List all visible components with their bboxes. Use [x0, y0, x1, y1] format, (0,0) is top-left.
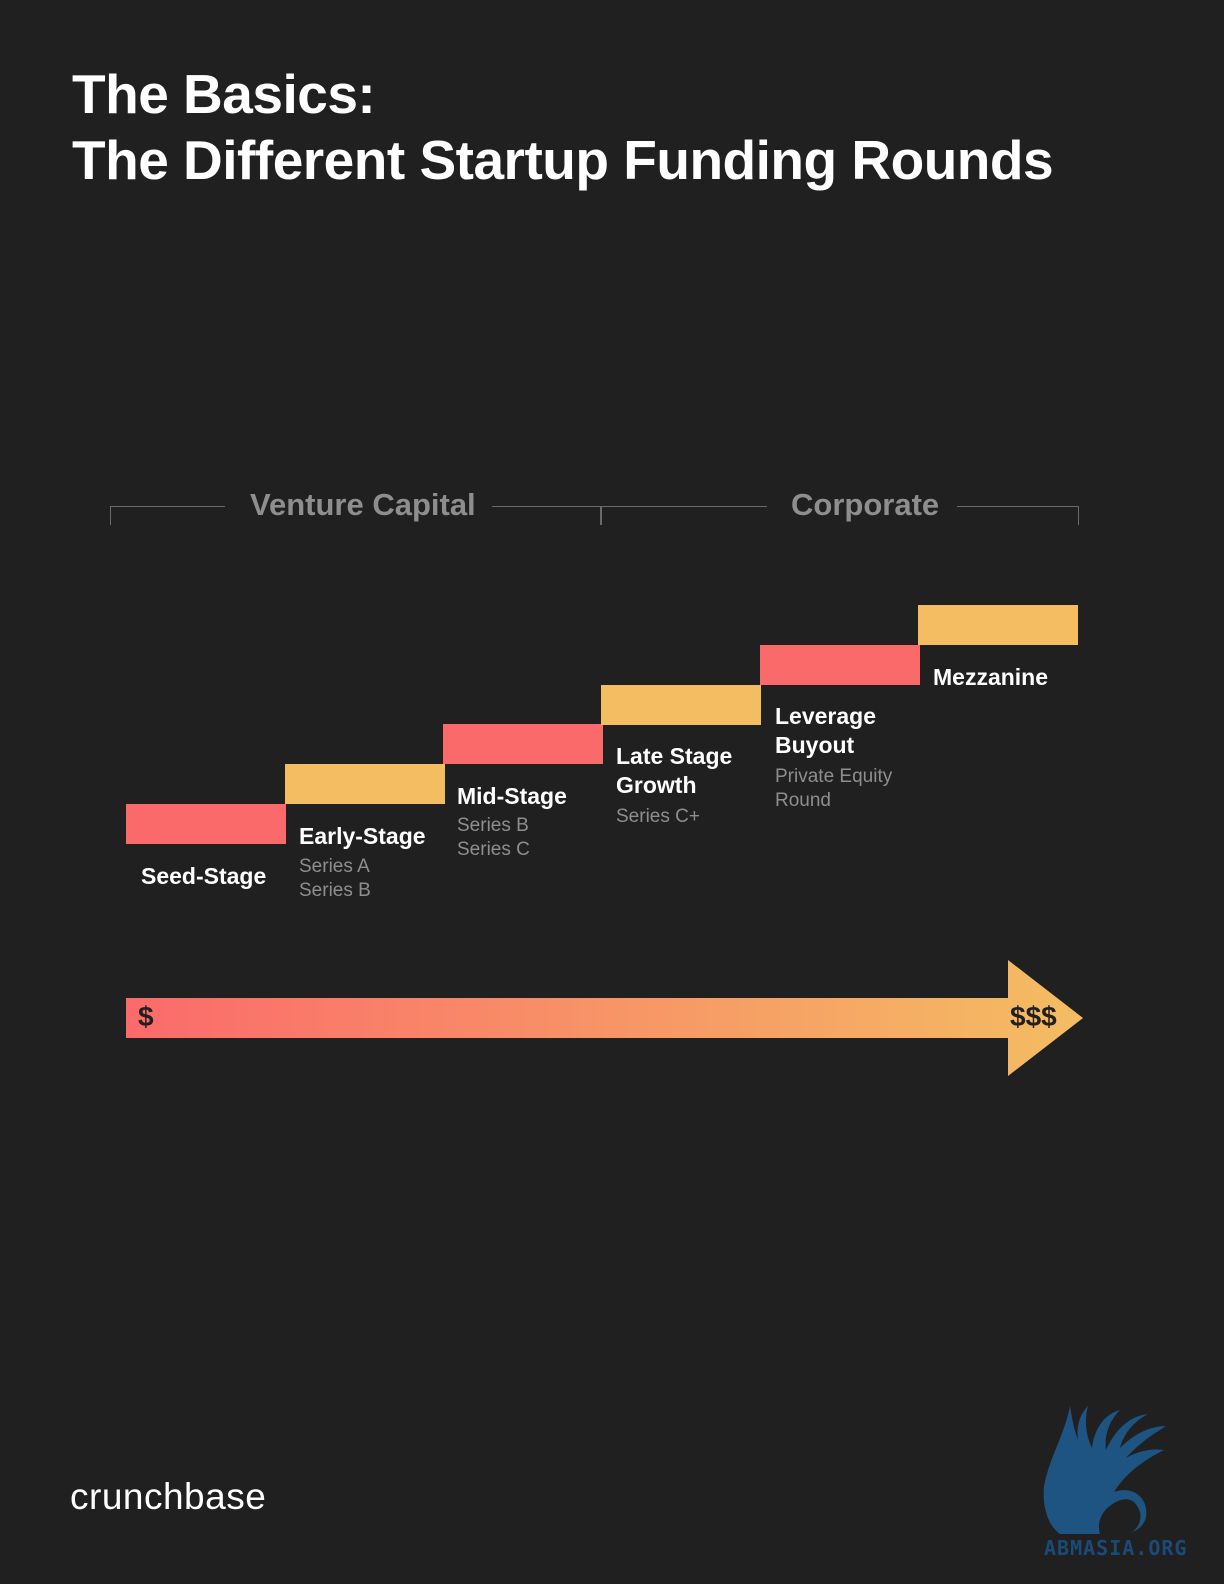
page-title-line-2: The Different Startup Funding Rounds	[72, 129, 1054, 191]
step-mid-stage	[443, 724, 603, 764]
cost-arrow	[126, 960, 1083, 1076]
crunchbase-logo: crunchbase	[70, 1476, 267, 1517]
early-stage-detail-1: Series A	[299, 856, 370, 877]
early-stage-detail-2: Series B	[299, 880, 371, 901]
cost-arrow-shape	[126, 960, 1083, 1076]
mid-stage-label: Mid-Stage	[457, 783, 567, 809]
venture-capital-bracket-right	[492, 506, 601, 525]
corporate-bracket-left	[601, 506, 767, 525]
high-cost-label: $$$	[1010, 1001, 1057, 1032]
step-mezzanine	[918, 605, 1078, 645]
late-stage-label-line-1: Late Stage	[616, 743, 733, 769]
venture-capital-label: Venture Capital	[250, 487, 476, 522]
leverage-buyout-label-line-1: Leverage	[775, 703, 877, 729]
low-cost-label: $	[138, 1001, 154, 1032]
step-seed-stage	[126, 804, 286, 844]
late-stage-detail-1: Series C+	[616, 806, 700, 827]
leverage-buyout-detail-2: Round	[775, 790, 831, 811]
venture-capital-bracket-left	[110, 506, 225, 525]
step-early-stage	[285, 764, 445, 804]
early-stage-label: Early-Stage	[299, 823, 426, 849]
mid-stage-detail-1: Series B	[457, 815, 529, 836]
page-title-line-1: The Basics:	[72, 63, 376, 125]
seed-stage-label: Seed-Stage	[141, 863, 267, 889]
corporate-bracket-right	[957, 506, 1079, 525]
leverage-buyout-detail-1: Private Equity	[775, 766, 893, 787]
late-stage-label-line-2: Growth	[616, 772, 697, 798]
step-late-stage-growth	[601, 685, 761, 725]
leverage-buyout-label-line-2: Buyout	[775, 732, 855, 758]
mezzanine-label: Mezzanine	[933, 664, 1049, 690]
corporate-label: Corporate	[791, 487, 940, 522]
mid-stage-detail-2: Series C	[457, 839, 530, 860]
step-leverage-buyout	[760, 645, 920, 685]
griffin-watermark-icon	[1043, 1406, 1166, 1534]
watermark-text: ABMASIA.ORG	[1044, 1536, 1188, 1560]
